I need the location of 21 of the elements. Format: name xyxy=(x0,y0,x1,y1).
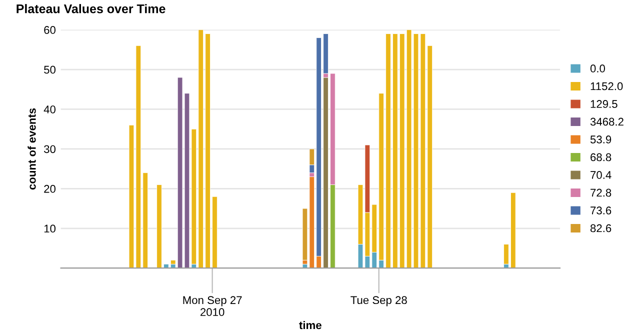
legend-label: 72.8 xyxy=(590,188,612,197)
y-tick-label: 40 xyxy=(44,105,56,114)
y-axis-title: count of events xyxy=(28,108,36,190)
legend-label: 73.6 xyxy=(590,206,612,214)
legend-label: 70.4 xyxy=(590,171,612,179)
x-tick-label: Mon Sep 27 2010 xyxy=(183,296,242,316)
y-tick-label: 20 xyxy=(44,184,56,193)
legend-label: 129.5 xyxy=(590,100,618,108)
chart-title: Plateau Values over Time xyxy=(16,4,166,14)
legend-label: 53.9 xyxy=(590,136,612,144)
x-tick-label: Tue Sep 28 xyxy=(350,296,407,306)
legend-label: 1152.0 xyxy=(590,82,623,90)
x-axis-title: time xyxy=(299,320,322,330)
legend-label: 82.6 xyxy=(590,224,612,232)
y-tick-label: 60 xyxy=(44,26,56,34)
y-tick-label: 50 xyxy=(44,66,56,74)
legend-label: 68.8 xyxy=(590,153,612,162)
legend-label: 0.0 xyxy=(590,64,606,72)
y-tick-label: 30 xyxy=(44,145,56,154)
y-tick-label: 10 xyxy=(44,224,56,233)
legend-label: 3468.2 xyxy=(590,118,624,126)
